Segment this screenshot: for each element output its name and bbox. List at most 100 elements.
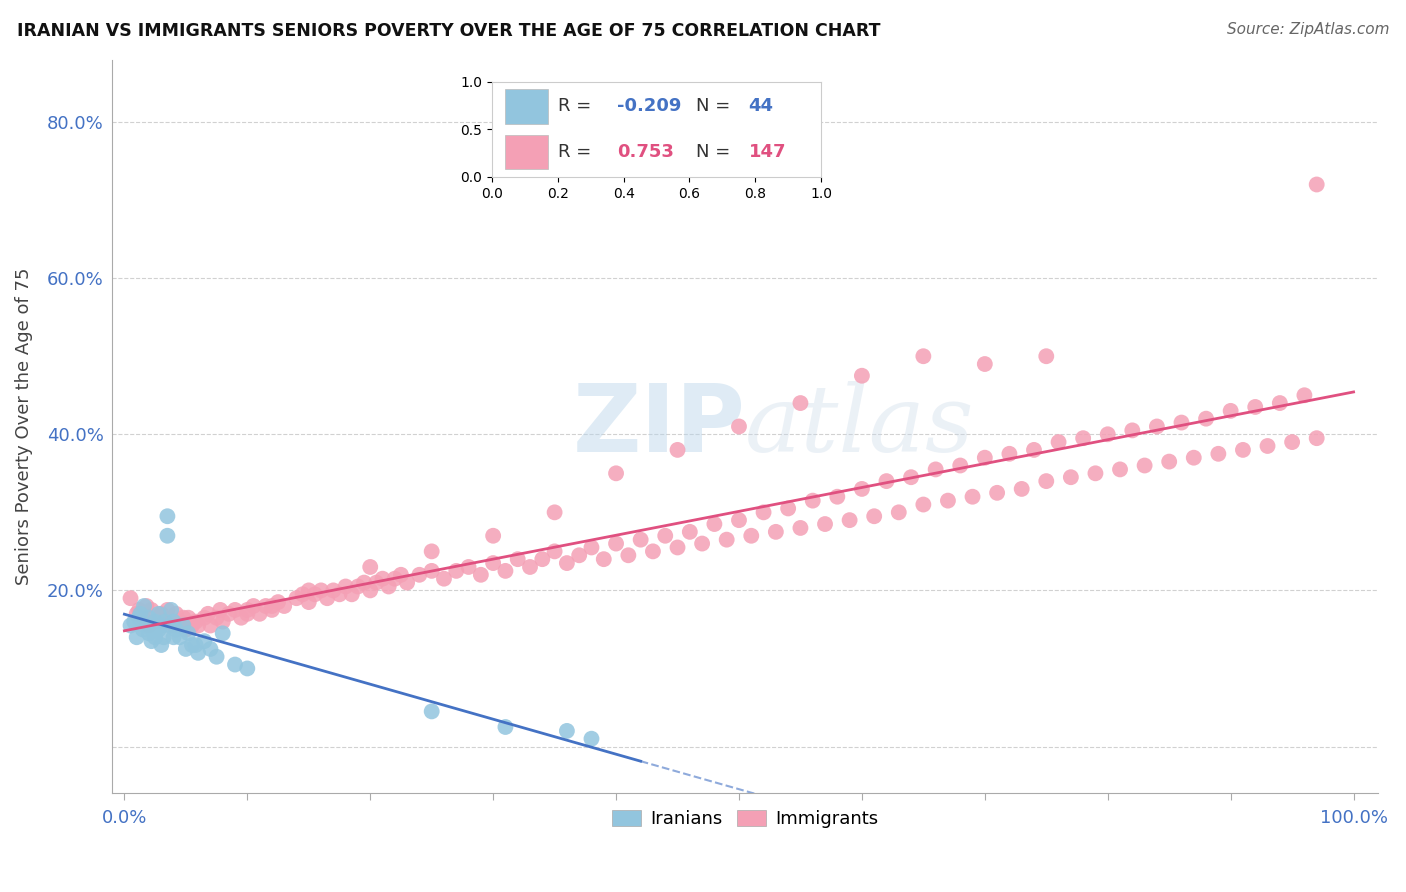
Point — [209, 603, 232, 617]
Point — [1268, 396, 1291, 410]
Point — [177, 626, 200, 640]
Point — [568, 549, 591, 563]
Point — [690, 536, 713, 550]
Point — [1182, 450, 1205, 465]
Point — [366, 575, 388, 590]
Point — [555, 556, 578, 570]
Point — [347, 580, 370, 594]
Y-axis label: Seniors Poverty Over the Age of 75: Seniors Poverty Over the Age of 75 — [15, 268, 32, 585]
Point — [1208, 447, 1230, 461]
Point — [156, 603, 179, 617]
Point — [122, 615, 145, 629]
Point — [156, 529, 179, 543]
Point — [172, 618, 194, 632]
Point — [322, 583, 344, 598]
Point — [962, 490, 984, 504]
Point — [654, 529, 676, 543]
Point — [174, 623, 197, 637]
Point — [1035, 349, 1057, 363]
Point — [242, 599, 264, 613]
Point — [592, 552, 614, 566]
Point — [973, 357, 995, 371]
Point — [1060, 470, 1083, 484]
Point — [765, 524, 787, 539]
Point — [912, 498, 935, 512]
Point — [838, 513, 860, 527]
Point — [396, 575, 419, 590]
Point — [666, 442, 689, 457]
Point — [408, 567, 430, 582]
Point — [519, 560, 541, 574]
Point — [291, 587, 314, 601]
Point — [150, 638, 173, 652]
Point — [1257, 439, 1279, 453]
Point — [148, 623, 170, 637]
Point — [827, 490, 849, 504]
Point — [371, 572, 394, 586]
Point — [1047, 435, 1070, 450]
Point — [273, 599, 295, 613]
Point — [181, 638, 204, 652]
Point — [912, 349, 935, 363]
Point — [1195, 411, 1218, 425]
Text: Source: ZipAtlas.com: Source: ZipAtlas.com — [1226, 22, 1389, 37]
Point — [1232, 442, 1254, 457]
Point — [679, 524, 702, 539]
Point — [728, 513, 751, 527]
Point — [340, 587, 363, 601]
Point — [936, 493, 959, 508]
Point — [1305, 178, 1327, 192]
Point — [162, 630, 184, 644]
Point — [789, 396, 811, 410]
Point — [231, 611, 253, 625]
Point — [1011, 482, 1033, 496]
Point — [1281, 435, 1303, 450]
Point — [143, 615, 166, 629]
Point — [778, 501, 800, 516]
Point — [156, 509, 179, 524]
Point — [138, 618, 160, 632]
Point — [218, 607, 240, 621]
Point — [132, 623, 155, 637]
Point — [142, 623, 165, 637]
Point — [298, 583, 321, 598]
Point — [309, 583, 332, 598]
Point — [973, 450, 995, 465]
Point — [153, 615, 176, 629]
Point — [135, 618, 157, 632]
Point — [128, 603, 150, 617]
Point — [200, 618, 222, 632]
Point — [851, 482, 873, 496]
Point — [177, 611, 200, 625]
Point — [617, 549, 640, 563]
Point — [211, 615, 233, 629]
Point — [494, 720, 516, 734]
Point — [138, 626, 160, 640]
Point — [446, 564, 468, 578]
Point — [254, 599, 277, 613]
Point — [135, 599, 157, 613]
Point — [506, 552, 529, 566]
Point — [224, 603, 246, 617]
Point — [205, 649, 228, 664]
Point — [267, 595, 290, 609]
Point — [260, 599, 283, 613]
Point — [148, 611, 170, 625]
Point — [316, 591, 339, 606]
Point — [377, 580, 399, 594]
Point — [863, 509, 886, 524]
Point — [1159, 454, 1181, 468]
Point — [1109, 462, 1132, 476]
Point — [193, 634, 215, 648]
Point — [200, 642, 222, 657]
Point — [205, 611, 228, 625]
Point — [1133, 458, 1156, 473]
Point — [249, 607, 271, 621]
Point — [482, 556, 505, 570]
Point — [193, 611, 215, 625]
Point — [420, 564, 443, 578]
Point — [1084, 467, 1107, 481]
Point — [1294, 388, 1316, 402]
Point — [150, 618, 173, 632]
Point — [789, 521, 811, 535]
